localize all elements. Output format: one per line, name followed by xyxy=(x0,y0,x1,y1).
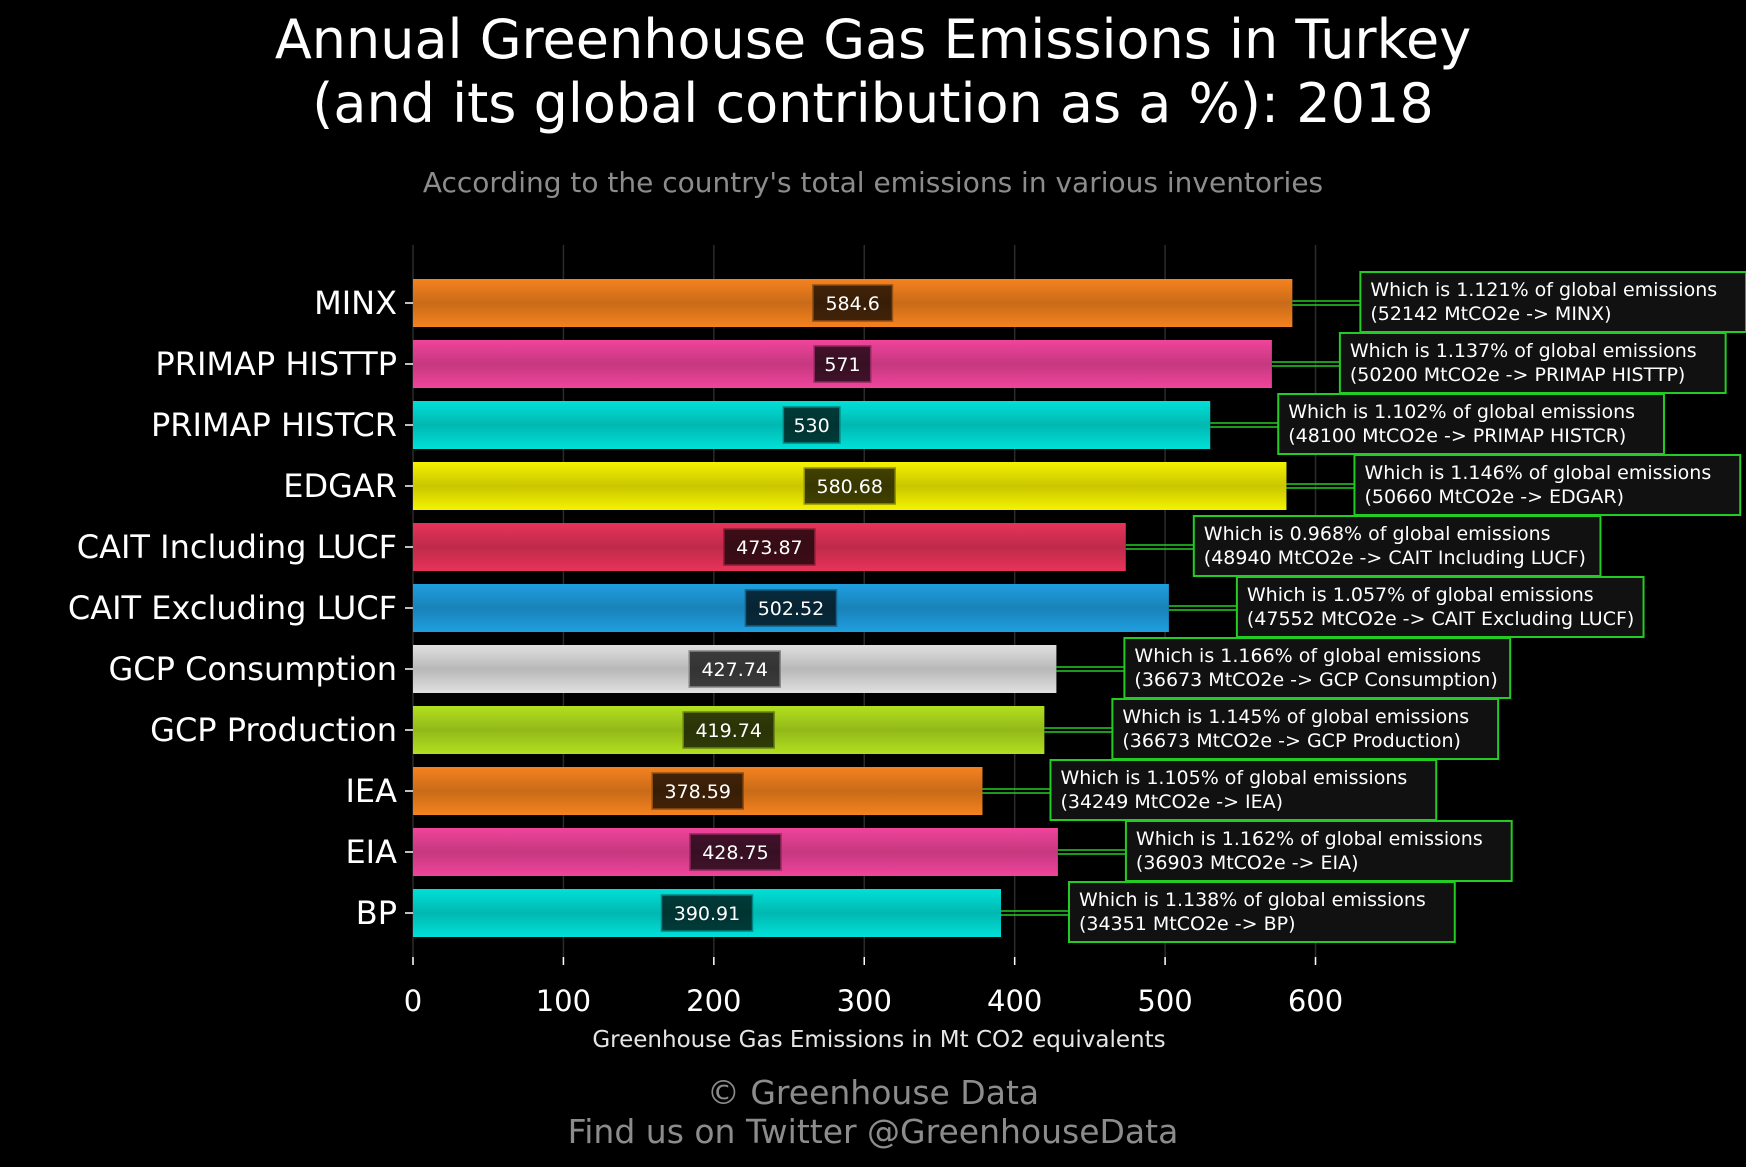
value-label: 428.75 xyxy=(702,842,768,864)
annotation-line-2: (36673 MtCO2e -> GCP Consumption) xyxy=(1134,669,1497,691)
category-label: MINX xyxy=(314,284,397,322)
chart-title-line-2: (and its global contribution as a %): 20… xyxy=(312,72,1434,135)
x-tick-label: 200 xyxy=(686,984,741,1018)
bar-layer: 584.6 571 530 580.68 473.87 502.52 427.74 419.7… xyxy=(413,279,1293,937)
annotation-box xyxy=(1124,820,1513,882)
x-axis-title: Greenhouse Gas Emissions in Mt CO2 equiv… xyxy=(592,1027,1165,1053)
value-label-box xyxy=(723,528,816,566)
value-label-box xyxy=(744,589,838,627)
annotation-box xyxy=(1068,881,1456,943)
chart-subtitle: According to the country's total emissio… xyxy=(422,166,1324,199)
value-label-box xyxy=(782,406,841,444)
annotation-line-2: (47552 MtCO2e -> CAIT Excluding LUCF) xyxy=(1247,608,1634,630)
annotation-line-1: Which is 1.137% of global emissions xyxy=(1350,340,1697,362)
category-label: IEA xyxy=(345,772,397,810)
value-label: 502.52 xyxy=(758,598,824,620)
value-label: 571 xyxy=(824,354,860,376)
annotation-line-2: (48100 MtCO2e -> PRIMAP HISTCR) xyxy=(1288,425,1626,447)
value-label: 584.6 xyxy=(825,293,879,315)
annotation-line-2: (34351 MtCO2e -> BP) xyxy=(1079,913,1296,935)
annotation-line-2: (50200 MtCO2e -> PRIMAP HISTTP) xyxy=(1350,364,1685,386)
x-axis: 0 100 200 300 400 500 600 Greenhouse Gas Emissi… xyxy=(404,957,1343,1053)
value-label: 580.68 xyxy=(816,476,882,498)
category-label: PRIMAP HISTTP xyxy=(155,345,397,383)
annotation-line-1: Which is 1.162% of global emissions xyxy=(1136,828,1483,850)
annotation-line-1: Which is 1.145% of global emissions xyxy=(1122,706,1469,728)
value-label: 390.91 xyxy=(674,903,740,925)
x-tick-label: 500 xyxy=(1137,984,1192,1018)
annotation-line-1: Which is 1.102% of global emissions xyxy=(1288,401,1635,423)
value-label: 427.74 xyxy=(701,659,767,681)
value-label-box xyxy=(812,284,894,322)
chart-title-line-1: Annual Greenhouse Gas Emissions in Turke… xyxy=(274,8,1472,71)
annotation-layer: Which is 1.121% of global emissions(5214… xyxy=(982,271,1746,943)
annotation-line-1: Which is 1.146% of global emissions xyxy=(1364,462,1711,484)
value-label-box xyxy=(689,833,782,871)
annotation-line-2: (48940 MtCO2e -> CAIT Including LUCF) xyxy=(1204,547,1586,569)
category-label: PRIMAP HISTCR xyxy=(151,406,397,444)
annotation-box xyxy=(1192,515,1602,577)
value-label: 530 xyxy=(793,415,829,437)
x-tick-label: 400 xyxy=(987,984,1042,1018)
annotation-box xyxy=(1049,759,1438,821)
x-tick-label: 300 xyxy=(837,984,892,1018)
value-label: 419.74 xyxy=(695,720,761,742)
category-label-layer: MINX PRIMAP HISTTP PRIMAP HISTCR EDGAR CAIT … xyxy=(68,284,413,932)
value-label-box xyxy=(682,711,775,749)
x-tick-label: 0 xyxy=(404,984,422,1018)
annotation-box xyxy=(1338,332,1727,394)
footer-twitter: Find us on Twitter @GreenhouseData xyxy=(567,1112,1179,1151)
annotation-line-1: Which is 1.138% of global emissions xyxy=(1079,889,1426,911)
annotation-box xyxy=(1359,271,1746,333)
chart-title: Annual Greenhouse Gas Emissions in Turke… xyxy=(0,8,1746,136)
value-label-box xyxy=(803,467,896,505)
annotation-line-1: Which is 0.968% of global emissions xyxy=(1204,523,1551,545)
value-label-box xyxy=(688,650,781,688)
x-tick-label: 100 xyxy=(536,984,591,1018)
category-label: CAIT Including LUCF xyxy=(77,528,397,566)
annotation-line-1: Which is 1.121% of global emissions xyxy=(1370,279,1717,301)
footer-copyright: © Greenhouse Data xyxy=(706,1073,1040,1112)
category-label: GCP Production xyxy=(150,711,397,749)
value-label-box xyxy=(660,894,754,932)
annotation-line-2: (36673 MtCO2e -> GCP Production) xyxy=(1122,730,1461,752)
category-label: CAIT Excluding LUCF xyxy=(68,589,397,627)
annotation-line-2: (36903 MtCO2e -> EIA) xyxy=(1136,852,1359,874)
value-label-box xyxy=(651,772,744,810)
value-label: 378.59 xyxy=(664,781,730,803)
annotation-line-1: Which is 1.166% of global emissions xyxy=(1134,645,1481,667)
annotation-line-2: (52142 MtCO2e -> MINX) xyxy=(1370,303,1611,325)
value-label-box xyxy=(813,345,872,383)
annotation-line-1: Which is 1.057% of global emissions xyxy=(1247,584,1594,606)
value-label: 473.87 xyxy=(736,537,802,559)
category-label: EIA xyxy=(345,833,397,871)
annotation-line-2: (50660 MtCO2e -> EDGAR) xyxy=(1364,486,1624,508)
annotation-line-2: (34249 MtCO2e -> IEA) xyxy=(1060,791,1283,813)
x-tick-label: 600 xyxy=(1288,984,1343,1018)
annotation-box xyxy=(1277,393,1665,455)
annotation-line-1: Which is 1.105% of global emissions xyxy=(1060,767,1407,789)
category-label: BP xyxy=(356,894,397,932)
category-label: GCP Consumption xyxy=(108,650,397,688)
category-label: EDGAR xyxy=(283,467,397,505)
